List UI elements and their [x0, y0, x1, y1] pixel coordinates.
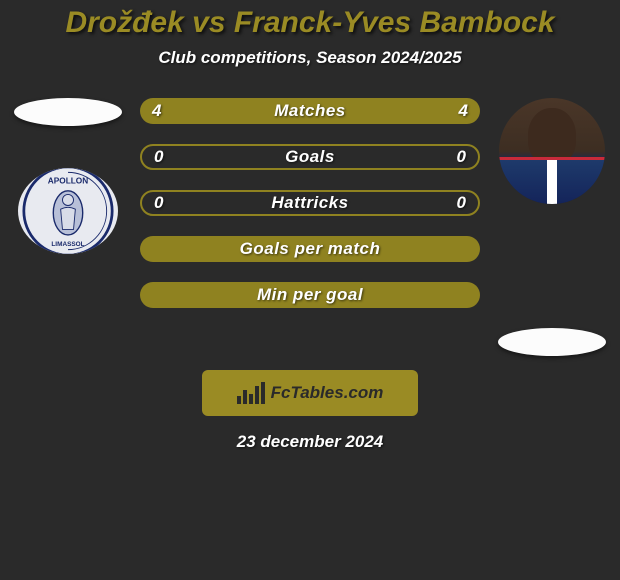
stat-right-value: 0: [457, 193, 466, 213]
stat-label: Hattricks: [142, 193, 478, 213]
stat-label: Matches: [140, 101, 480, 121]
chart-icon: [237, 382, 265, 404]
stat-right-value: 4: [459, 101, 468, 121]
club-logo-left: APOLLON LIMASSOL: [18, 168, 118, 254]
stat-bars: Matches44Goals00Hattricks00Goals per mat…: [140, 98, 480, 328]
comparison-subtitle: Club competitions, Season 2024/2025: [0, 48, 620, 68]
stat-left-value: 4: [152, 101, 161, 121]
left-column: APOLLON LIMASSOL: [8, 98, 128, 254]
stat-label: Min per goal: [140, 285, 480, 305]
stat-row-goals: Goals0 0: [140, 144, 480, 170]
player-shadow-left: [14, 98, 122, 126]
comparison-title: Drožđek vs Franck-Yves Bambock: [0, 0, 620, 40]
stat-right-value: 0: [457, 147, 466, 167]
generation-date: 23 december 2024: [0, 432, 620, 452]
svg-text:LIMASSOL: LIMASSOL: [51, 241, 84, 248]
stat-row-min-per-goal: Min per goal: [140, 282, 480, 308]
fctables-logo: FcTables.com: [202, 370, 418, 416]
stat-row-goals-per-match: Goals per match: [140, 236, 480, 262]
stat-left-value: 0: [154, 147, 163, 167]
stat-left-value: 0: [154, 193, 163, 213]
club-shadow-right: [498, 328, 606, 356]
stat-label: Goals: [142, 147, 478, 167]
stat-row-hattricks: Hattricks0 0: [140, 190, 480, 216]
stat-row-matches: Matches4 4: [140, 98, 480, 124]
comparison-content: APOLLON LIMASSOL Matches44Goals00Hattric…: [0, 98, 620, 358]
player-photo-right: [499, 98, 605, 204]
fctables-logo-text: FcTables.com: [271, 383, 384, 403]
right-column: [492, 98, 612, 356]
svg-text:APOLLON: APOLLON: [48, 176, 88, 185]
stat-label: Goals per match: [140, 239, 480, 259]
